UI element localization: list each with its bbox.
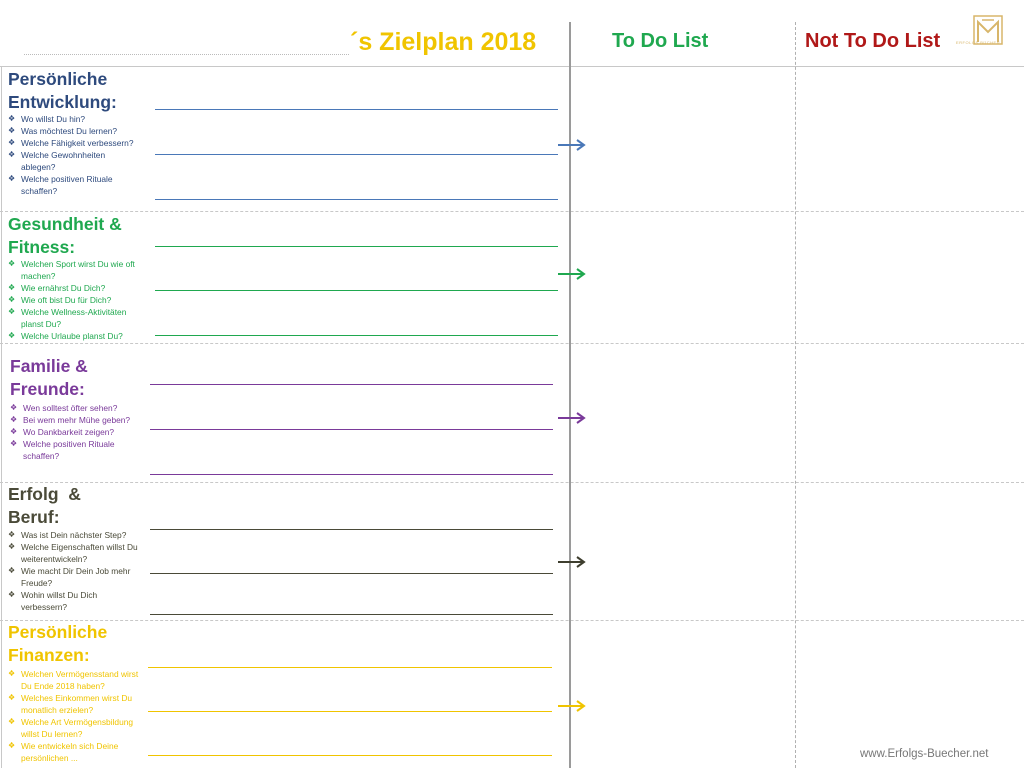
writing-line[interactable] (155, 246, 558, 247)
writing-line[interactable] (150, 573, 553, 574)
list-item: ❖ Wie ernährst Du Dich? (8, 283, 106, 293)
question-list: ❖ Wo willst Du hin? ❖ Was möchtest Du lern… (8, 113, 138, 197)
list-item: ❖ Bei wem mehr Mühe geben? (10, 415, 131, 425)
list-item: ❖ Was ist Dein nächster Step? (8, 530, 127, 540)
list-item: ❖ Was möchtest Du lernen? (8, 126, 118, 136)
question-list: ❖ Wen solltest öfter sehen? ❖ Bei wem mehr… (10, 402, 140, 462)
writing-line[interactable] (150, 529, 553, 530)
arrow-right-icon (558, 556, 586, 568)
arrow-right-icon (558, 268, 586, 280)
row-divider (0, 620, 1024, 621)
writing-line[interactable] (148, 667, 552, 668)
writing-line[interactable] (155, 290, 558, 291)
list-item: ❖ Welchen Vermögensstand wirst Du Ende 20… (8, 669, 139, 691)
list-item: ❖ Wen solltest öfter sehen? (10, 403, 118, 413)
list-item: ❖ Welche Fähigkeit verbessern? (8, 138, 134, 148)
list-item: ❖ Welche Eigenschaften willst Du weiteren… (8, 542, 138, 564)
section-title: Familie & Freunde: (10, 356, 88, 399)
writing-line[interactable] (155, 199, 558, 200)
column-divider-todo (569, 22, 571, 768)
todo-column-heading: To Do List (612, 30, 709, 52)
writing-line[interactable] (155, 109, 558, 110)
writing-line[interactable] (155, 154, 558, 155)
row-divider (0, 343, 1024, 344)
section-title: Gesundheit & Fitness: (8, 214, 122, 257)
row-divider (0, 211, 1024, 212)
section-title: Persönliche Finanzen: (8, 622, 108, 665)
list-item: ❖ Wo willst Du hin? (8, 114, 86, 124)
section-title: Persönliche Entwicklung: (8, 69, 117, 112)
list-item: ❖ Wohin willst Du Dich verbessern? (8, 590, 98, 612)
list-item: ❖ Welche Wellness-Aktivitäten planst Du? (8, 307, 127, 329)
logo-text: ERFOLGS BÜCHER (956, 40, 1001, 45)
list-item: ❖ Welche Art Vermögensbildung willst Du l… (8, 717, 134, 739)
writing-line[interactable] (150, 384, 553, 385)
left-border (1, 66, 2, 768)
book-logo-icon (973, 15, 1003, 45)
writing-line[interactable] (155, 335, 558, 336)
question-list: ❖ Welchen Vermögensstand wirst Du Ende 20… (8, 668, 148, 764)
writing-line[interactable] (148, 755, 552, 756)
question-list: ❖ Was ist Dein nächster Step? ❖ Welche Eig… (8, 529, 138, 613)
not-todo-column-heading: Not To Do List (805, 30, 941, 52)
list-item: ❖ Wo Dankbarkeit zeigen? (10, 427, 115, 437)
column-divider-not-todo (795, 22, 796, 768)
list-item: ❖ Wie entwickeln sich Deine persönlichen … (8, 741, 119, 763)
list-item: ❖ Welche positiven Rituale schaffen? (8, 174, 113, 196)
list-item: ❖ Welchen Sport wirst Du wie oft machen? (8, 259, 135, 281)
list-item: ❖ Welche Gewohnheiten ablegen? (8, 150, 106, 172)
footer-url: www.Erfolgs-Buecher.net (860, 748, 989, 760)
writing-line[interactable] (150, 474, 553, 475)
writing-line[interactable] (148, 711, 552, 712)
list-item: ❖ Welches Einkommen wirst Du monatlich er… (8, 693, 133, 715)
writing-line[interactable] (150, 614, 553, 615)
arrow-right-icon (558, 139, 586, 151)
list-item: ❖ Wie oft bist Du für Dich? (8, 295, 112, 305)
name-underline (24, 54, 349, 55)
writing-line[interactable] (150, 429, 553, 430)
list-item: ❖ Welche Urlaube planst Du? (8, 331, 123, 341)
arrow-right-icon (558, 412, 586, 424)
list-item: ❖ Welche positiven Rituale schaffen? (10, 439, 115, 461)
page-title: ´s Zielplan 2018 (350, 28, 537, 56)
header-divider (0, 66, 1024, 67)
section-title: Erfolg & Beruf: (8, 484, 81, 527)
row-divider (0, 482, 1024, 483)
question-list: ❖ Welchen Sport wirst Du wie oft machen? … (8, 258, 138, 342)
arrow-right-icon (558, 700, 586, 712)
list-item: ❖ Wie macht Dir Dein Job mehr Freude? (8, 566, 131, 588)
